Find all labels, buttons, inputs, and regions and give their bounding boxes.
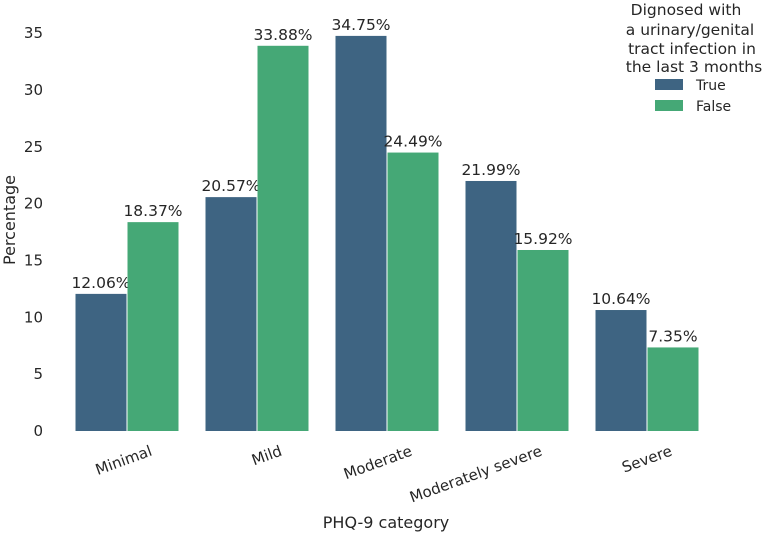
bar — [75, 293, 127, 431]
x-tick-label: Moderately severe — [407, 442, 544, 507]
data-label: 24.49% — [383, 133, 442, 151]
bar — [517, 249, 569, 431]
y-axis-ticks: 0 5 10 15 20 25 30 35 — [24, 24, 43, 440]
plot-area: 12.06% 18.37% 20.57% 33.88% 34.75% 24.49% 21.9… — [71, 16, 699, 432]
legend-title-line-1: Dignosed with — [631, 1, 742, 19]
y-tick-label: 5 — [33, 365, 43, 383]
bar — [595, 310, 647, 431]
data-label: 20.57% — [201, 177, 260, 195]
legend-swatch-true — [655, 79, 683, 90]
y-tick-label: 25 — [24, 138, 43, 156]
data-label: 33.88% — [253, 26, 312, 44]
bar — [387, 152, 439, 431]
x-tick-label: Severe — [619, 442, 674, 477]
bar — [205, 197, 257, 431]
data-label: 18.37% — [123, 202, 182, 220]
bar — [127, 222, 179, 431]
y-tick-label: 30 — [24, 81, 43, 99]
data-label: 15.92% — [513, 230, 572, 248]
bar — [257, 45, 309, 432]
x-tick-label: Moderate — [341, 442, 414, 483]
x-tick-label: Minimal — [93, 442, 154, 479]
data-label: 7.35% — [648, 327, 697, 345]
y-tick-label: 0 — [33, 422, 43, 440]
x-axis-label: PHQ-9 category — [323, 513, 449, 532]
legend-entry-true: True — [695, 78, 726, 94]
y-tick-label: 20 — [24, 195, 43, 213]
x-tick-label: Mild — [249, 442, 284, 469]
data-label: 34.75% — [331, 16, 390, 34]
y-tick-label: 10 — [24, 308, 43, 326]
bar — [465, 180, 517, 431]
legend-swatch-false — [655, 100, 683, 111]
bar — [335, 35, 387, 432]
y-axis-label: Percentage — [0, 175, 19, 265]
data-label: 12.06% — [71, 274, 130, 292]
data-label: 21.99% — [461, 161, 520, 179]
y-tick-label: 15 — [24, 251, 43, 269]
data-label: 10.64% — [591, 290, 650, 308]
legend-entry-false: False — [696, 99, 731, 115]
y-tick-label: 35 — [24, 24, 43, 42]
legend-title-line-4: the last 3 months — [626, 58, 762, 76]
legend: Dignosed with a urinary/genital tract in… — [626, 1, 762, 115]
bar — [647, 347, 699, 431]
legend-title-line-2: a urinary/genital — [626, 21, 754, 39]
legend-title-line-3: tract infection in — [628, 40, 756, 58]
